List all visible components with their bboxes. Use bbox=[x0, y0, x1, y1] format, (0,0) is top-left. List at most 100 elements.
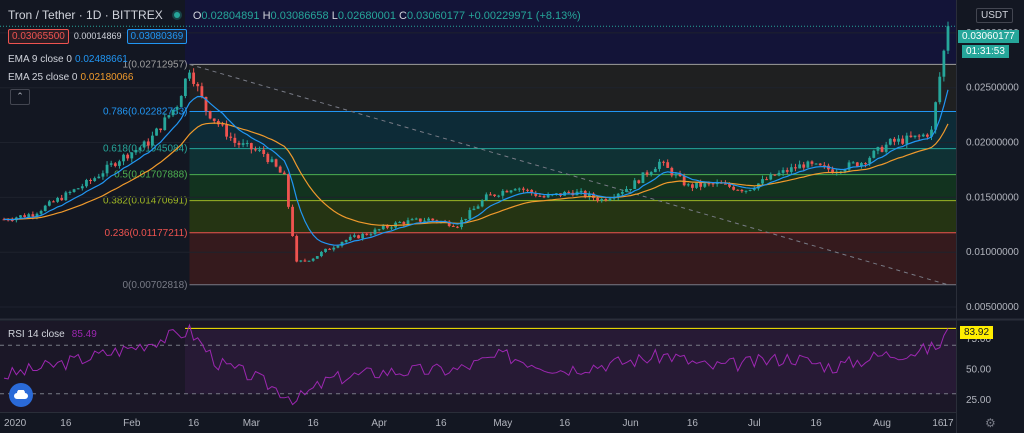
candle-body bbox=[406, 220, 410, 225]
candle-body bbox=[682, 176, 686, 186]
candle-body bbox=[505, 190, 509, 193]
candle-body bbox=[212, 118, 216, 121]
candle-body bbox=[221, 124, 224, 126]
candle-body bbox=[633, 180, 637, 189]
candle-body bbox=[278, 166, 282, 173]
candle-body bbox=[134, 149, 138, 153]
candle-body bbox=[101, 173, 105, 177]
candle-body bbox=[56, 197, 59, 202]
candle-body bbox=[398, 221, 402, 223]
candle-body bbox=[493, 194, 496, 196]
candle-body bbox=[311, 258, 315, 261]
ohlc-high: 0.03086658 bbox=[270, 10, 329, 22]
ema25-line bbox=[3, 122, 949, 227]
candle-body bbox=[476, 206, 480, 209]
candle-body bbox=[159, 128, 163, 131]
ohlc-close: 0.03060177 bbox=[407, 10, 466, 22]
cloud-logo-icon[interactable] bbox=[9, 383, 33, 407]
candle-body bbox=[814, 163, 818, 165]
time-tick-label: 16 bbox=[60, 418, 72, 429]
last-price-badge: 0.03060177 bbox=[958, 30, 1019, 43]
fib-level-label: 0.382(0.01470691) bbox=[103, 196, 188, 207]
time-tick-label: May bbox=[493, 418, 512, 429]
candle-body bbox=[72, 189, 76, 192]
collapse-indicators-button[interactable]: ⌃ bbox=[10, 89, 30, 105]
candle-body bbox=[761, 179, 764, 184]
candle-body bbox=[196, 83, 200, 87]
rsi-legend[interactable]: RSI 14 close 85.49 bbox=[8, 328, 97, 340]
candle-body bbox=[208, 111, 212, 119]
candle-body bbox=[616, 193, 620, 198]
market-status-dot bbox=[173, 12, 180, 18]
candle-body bbox=[703, 183, 707, 187]
time-tick-label: Jun bbox=[623, 418, 639, 429]
candle-body bbox=[85, 180, 88, 187]
candle-body bbox=[818, 163, 822, 166]
candle-body bbox=[674, 174, 678, 176]
ema25-value: 0.02180066 bbox=[80, 72, 134, 83]
candle-body bbox=[324, 248, 327, 252]
fib-upper-zone bbox=[185, 0, 956, 65]
candle-body bbox=[484, 194, 488, 201]
time-tick-label: 16 bbox=[932, 418, 944, 429]
candle-body bbox=[352, 235, 356, 237]
ema25-label: EMA 25 close 0 bbox=[8, 72, 78, 83]
fib-zone bbox=[189, 148, 956, 175]
candle-body bbox=[888, 138, 892, 145]
fib-level-label: 0(0.00702818) bbox=[122, 280, 187, 291]
candle-body bbox=[785, 170, 789, 172]
candle-body bbox=[670, 167, 674, 176]
candle-body bbox=[295, 236, 299, 262]
candle-body bbox=[546, 194, 550, 198]
fib-level-label: 0.5(0.01707888) bbox=[114, 170, 187, 181]
candle-body bbox=[946, 26, 950, 51]
candle-body bbox=[348, 236, 352, 241]
candle-body bbox=[410, 219, 414, 221]
time-tick-label: 16 bbox=[811, 418, 823, 429]
candle-body bbox=[806, 161, 810, 168]
ema9-legend[interactable]: EMA 9 close 0 0.02488661 bbox=[8, 53, 128, 65]
candle-body bbox=[200, 86, 204, 97]
candle-body bbox=[241, 143, 245, 145]
candle-body bbox=[175, 106, 179, 110]
candle-body bbox=[320, 251, 323, 257]
candle-body bbox=[860, 163, 863, 167]
price-tick-label: 0.02000000 bbox=[966, 138, 1019, 149]
rsi-tick-label: 50.00 bbox=[966, 365, 991, 376]
candle-body bbox=[880, 147, 884, 152]
candle-body bbox=[592, 193, 595, 198]
candle-body bbox=[662, 161, 665, 163]
sell-button[interactable]: 0.03065500 bbox=[8, 29, 69, 44]
buy-sell-row: 0.03065500 0.00014869 0.03080369 bbox=[8, 29, 188, 44]
candle-body bbox=[925, 134, 929, 137]
rsi-label: RSI 14 close bbox=[8, 329, 65, 340]
symbol-title[interactable]: Tron / Tether · 1D · BITTREX bbox=[8, 8, 163, 22]
candle-body bbox=[19, 215, 22, 218]
candle-body bbox=[464, 218, 468, 220]
candle-body bbox=[901, 138, 905, 144]
candle-body bbox=[303, 260, 307, 262]
candle-body bbox=[884, 144, 888, 152]
candle-body bbox=[418, 218, 422, 222]
buy-button[interactable]: 0.03080369 bbox=[126, 29, 188, 44]
gear-icon[interactable]: ⚙ bbox=[985, 416, 996, 430]
candle-body bbox=[851, 162, 855, 164]
candle-body bbox=[299, 260, 303, 262]
candle-body bbox=[526, 189, 529, 191]
candle-body bbox=[480, 200, 484, 207]
candle-body bbox=[357, 235, 360, 239]
candle-body bbox=[864, 163, 867, 165]
candle-body bbox=[270, 159, 274, 162]
candle-body bbox=[97, 176, 101, 179]
currency-button[interactable]: USDT bbox=[976, 8, 1014, 23]
candle-body bbox=[365, 233, 369, 235]
fib-level-label: 1(0.02712957) bbox=[122, 59, 187, 70]
candle-body bbox=[332, 247, 336, 250]
ema25-legend[interactable]: EMA 25 close 0 0.02180066 bbox=[8, 71, 133, 83]
candle-body bbox=[765, 179, 769, 181]
candle-body bbox=[225, 124, 229, 137]
candle-body bbox=[653, 168, 657, 173]
candle-body bbox=[60, 197, 64, 201]
candle-body bbox=[105, 164, 109, 174]
